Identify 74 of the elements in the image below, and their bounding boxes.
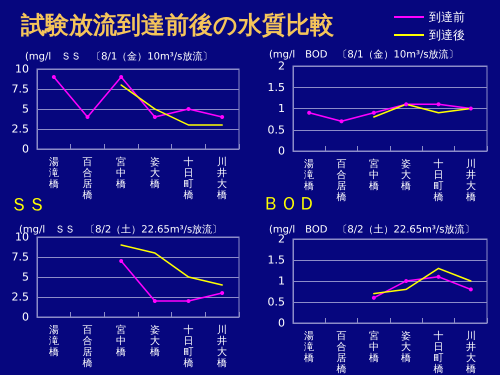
point xyxy=(220,291,224,295)
y-tick-label: 0 xyxy=(278,144,285,158)
x-tick-label: 百合居橋 xyxy=(82,157,92,201)
x-tick-label: 百合居橋 xyxy=(82,325,92,369)
x-tick-label: 湯滝橋 xyxy=(48,324,59,358)
line-series xyxy=(120,244,223,286)
point xyxy=(186,299,190,303)
point xyxy=(436,102,440,106)
x-tick-label: 宮中橋 xyxy=(368,158,379,192)
point xyxy=(404,102,408,106)
y-tick-label: 1.5 xyxy=(268,80,285,94)
point xyxy=(372,110,376,115)
point xyxy=(220,115,224,119)
y-tick-label: 2.5 xyxy=(12,290,29,304)
y-tick-label: 7.5 xyxy=(12,82,29,96)
y-tick-label: 0 xyxy=(278,316,285,330)
point xyxy=(119,259,124,263)
line-series xyxy=(373,268,472,294)
x-tick-label: 川井大橋 xyxy=(466,158,476,203)
point xyxy=(468,287,473,292)
y-tick-label: 1 xyxy=(278,102,285,115)
x-tick-label: 宮中橋 xyxy=(116,156,126,190)
point xyxy=(372,296,376,300)
x-tick-label: 十日町橋 xyxy=(434,330,444,375)
x-tick-label: 湯滝橋 xyxy=(304,330,314,364)
x-tick-label: 姿大橋 xyxy=(401,330,412,364)
point xyxy=(119,75,124,79)
x-tick-label: 姿大橋 xyxy=(150,324,160,358)
x-tick-label: 宮中橋 xyxy=(116,324,126,358)
y-tick-label: 0.5 xyxy=(268,296,285,308)
point xyxy=(152,299,157,303)
x-tick-label: 姿大橋 xyxy=(401,158,412,192)
point xyxy=(340,119,344,124)
y-tick-label: 1 xyxy=(278,274,285,288)
x-tick-label: 姿大橋 xyxy=(150,156,160,190)
y-tick-label: 10 xyxy=(15,62,29,76)
point xyxy=(86,115,90,119)
y-tick-label: 0 xyxy=(22,142,29,156)
point xyxy=(52,75,56,79)
chart-title: (mg/l BOD 〔8/1（金）10m³/s放流〕 xyxy=(269,48,459,60)
chart-title: 試験放流到達前後の水質比較 xyxy=(20,11,335,39)
y-tick-label: 2 xyxy=(278,232,285,246)
y-tick-label: 2.5 xyxy=(12,122,29,136)
x-tick-label: 川井大橋 xyxy=(217,156,228,201)
point xyxy=(186,107,190,111)
x-tick-label: 川井大橋 xyxy=(466,330,476,375)
x-tick-label: 十日町橋 xyxy=(434,158,444,203)
y-tick-label: 5 xyxy=(22,102,29,116)
y-tick-label: 1.5 xyxy=(268,254,285,266)
x-tick-label: 湯滝橋 xyxy=(304,158,314,192)
y-tick-label: 2 xyxy=(278,60,285,72)
legend-label: 到達前 xyxy=(429,10,465,24)
point xyxy=(404,279,408,283)
legend-label: 到達後 xyxy=(429,28,465,42)
line-series xyxy=(373,104,472,118)
chart-subtitle: (mg/l ＳＳ 〔8/1（金）10m³/s放流〕 xyxy=(25,50,212,62)
x-tick-label: 宮中橋 xyxy=(368,330,379,364)
x-tick-label: 川井大橋 xyxy=(217,324,228,369)
point xyxy=(436,274,440,279)
x-tick-label: 湯滝橋 xyxy=(48,156,59,190)
y-tick-label: 5 xyxy=(22,270,29,284)
x-tick-label: 十日町橋 xyxy=(184,324,194,369)
x-tick-label: 百合居橋 xyxy=(336,159,346,203)
point xyxy=(307,110,312,115)
chart-title: (mg/l BOD 〔8/2（土）22.65m³/s放流〕 xyxy=(269,224,474,236)
text: ＢＯＤ xyxy=(262,194,316,214)
y-tick-label: 0.5 xyxy=(268,123,285,136)
x-tick-label: 百合居橋 xyxy=(336,331,346,375)
point xyxy=(152,115,157,119)
y-tick-label: 0 xyxy=(22,310,29,324)
text: ＳＳ xyxy=(10,194,46,216)
y-tick-label: 7.5 xyxy=(12,250,29,264)
point xyxy=(468,106,473,110)
x-tick-label: 十日町橋 xyxy=(184,156,194,201)
